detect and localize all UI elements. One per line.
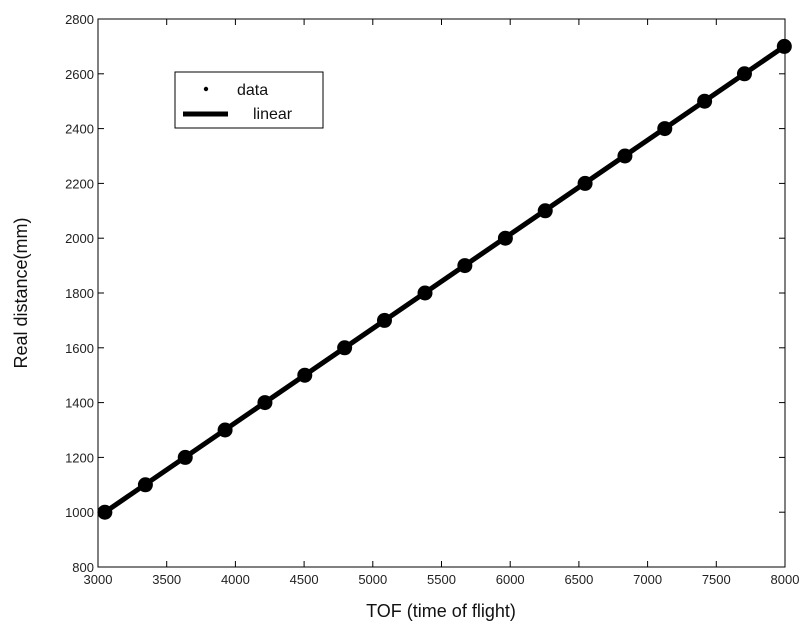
y-tick-label: 1600	[65, 341, 94, 356]
data-point	[376, 312, 392, 328]
data-point	[776, 38, 792, 54]
legend-marker-data	[203, 86, 209, 92]
data-point	[537, 203, 553, 219]
y-tick-label: 2200	[65, 176, 94, 191]
x-tick-label: 8000	[771, 572, 800, 587]
x-tick-label: 4500	[290, 572, 319, 587]
data-point	[617, 148, 633, 164]
data-point	[337, 340, 353, 356]
data-point	[217, 422, 233, 438]
legend-label-linear: linear	[253, 106, 293, 123]
data-point	[297, 367, 313, 383]
y-tick-label: 2800	[65, 12, 94, 27]
y-tick-label: 2400	[65, 122, 94, 137]
x-tick-label: 5000	[358, 572, 387, 587]
x-tick-label: 6000	[496, 572, 525, 587]
x-tick-labels: 3000 3500 4000 4500 5000 5500 6000 6500 7000 7500…	[84, 572, 800, 587]
y-tick-label: 1000	[65, 505, 94, 520]
y-tick-label: 2600	[65, 67, 94, 82]
y-tick-label: 1200	[65, 450, 94, 465]
x-tick-label: 7000	[633, 572, 662, 587]
data-point	[417, 285, 433, 301]
data-points-group	[97, 38, 792, 520]
legend-label-data: data	[237, 82, 268, 99]
y-tick-label: 1400	[65, 396, 94, 411]
y-tick-label: 800	[72, 560, 94, 575]
y-tick-label: 2000	[65, 231, 94, 246]
x-tick-label: 7500	[702, 572, 731, 587]
data-point	[257, 395, 273, 411]
x-tick-label: 6500	[564, 572, 593, 587]
data-point	[457, 258, 473, 274]
data-point	[736, 66, 752, 82]
data-point	[577, 175, 593, 191]
data-point	[137, 477, 153, 493]
series-linear-line	[102, 43, 787, 515]
x-tick-label: 3500	[152, 572, 181, 587]
data-point	[497, 230, 513, 246]
data-point	[697, 93, 713, 109]
plot-area-frame	[97, 18, 786, 568]
x-tick-label: 3000	[84, 572, 113, 587]
y-tick-labels: 800 1000 1200 1400 1600 1800 2000 2200 2400 2600 2…	[65, 12, 94, 575]
legend-box	[174, 71, 324, 129]
x-tick-label: 4000	[221, 572, 250, 587]
x-axis-label: TOF (time of flight)	[366, 601, 516, 621]
fit-line-group	[102, 43, 787, 515]
y-axis-label: Real distance(mm)	[11, 217, 31, 368]
data-point	[657, 121, 673, 137]
data-point	[177, 449, 193, 465]
x-tick-label: 5500	[427, 572, 456, 587]
y-tick-label: 1800	[65, 286, 94, 301]
legend: data linear	[174, 71, 324, 129]
data-point	[97, 504, 113, 520]
